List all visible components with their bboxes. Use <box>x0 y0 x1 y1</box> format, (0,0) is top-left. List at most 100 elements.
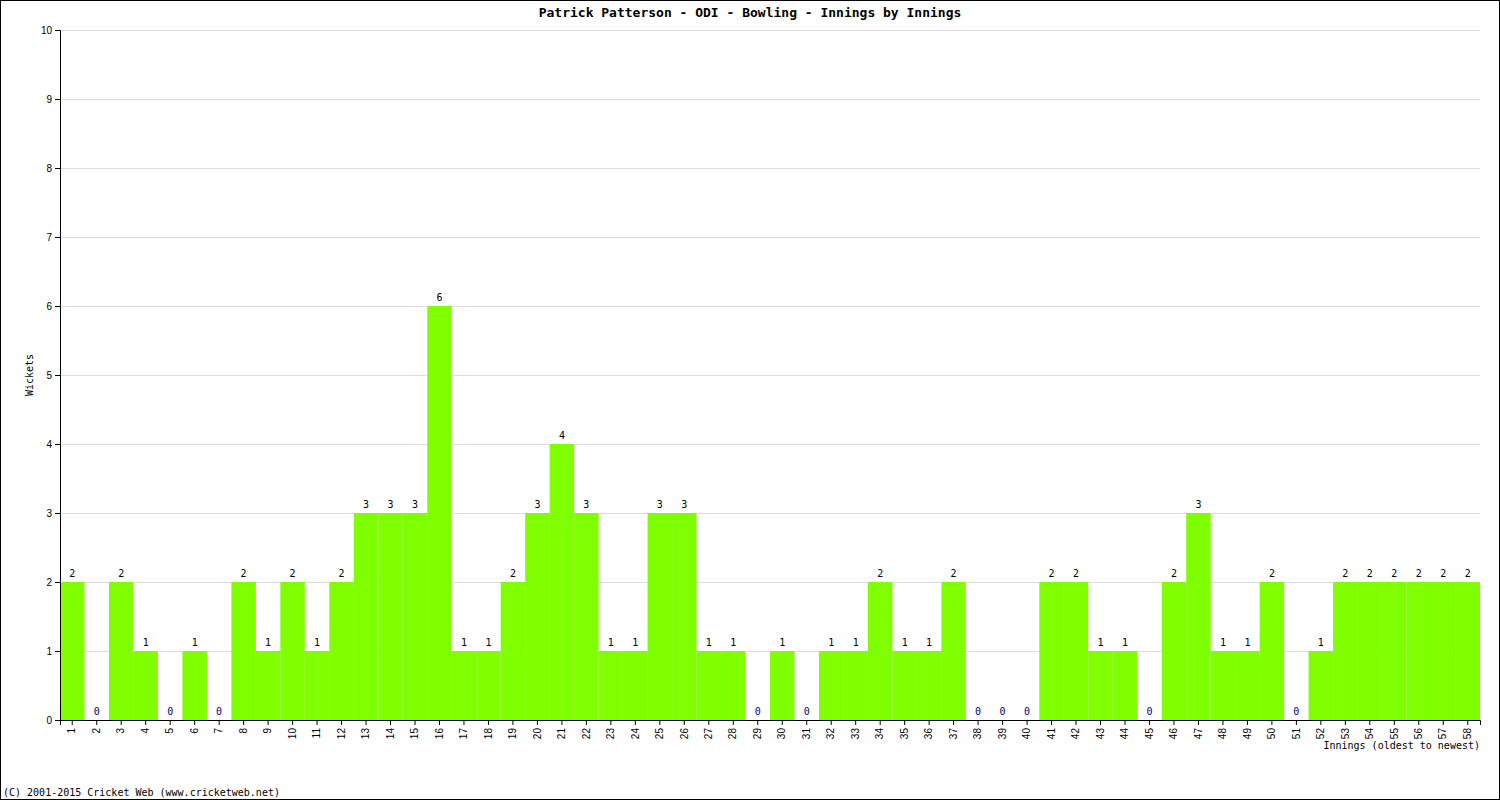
data-label: 2 <box>877 568 883 579</box>
x-tick: 3 <box>115 720 126 734</box>
bar <box>231 582 255 720</box>
x-tick-label: 27 <box>703 728 714 740</box>
bar <box>599 651 623 720</box>
y-tick-label: 4 <box>46 439 52 450</box>
x-tick-mark <box>243 720 244 725</box>
bar <box>109 582 133 720</box>
x-tick: 50 <box>1266 720 1277 739</box>
x-tick: 13 <box>360 720 371 739</box>
x-tick: 51 <box>1291 720 1302 739</box>
bar <box>1137 720 1161 721</box>
x-tick-label: 55 <box>1389 728 1400 740</box>
x-tick-mark <box>659 720 660 725</box>
bar <box>1407 582 1431 720</box>
x-tick-mark <box>268 720 269 725</box>
x-tick-mark <box>1320 720 1321 725</box>
data-label: 6 <box>436 292 442 303</box>
x-tick-mark <box>1051 720 1052 725</box>
x-tick: 7 <box>213 720 224 734</box>
x-tick: 38 <box>972 720 983 739</box>
x-tick: 4 <box>140 720 151 734</box>
data-label: 0 <box>1293 706 1299 717</box>
x-tick: 28 <box>727 720 738 739</box>
x-tick-mark <box>1198 720 1199 725</box>
bar <box>1382 582 1406 720</box>
x-tick-mark <box>1443 720 1444 725</box>
y-tick-mark <box>55 582 60 583</box>
bar <box>256 651 280 720</box>
x-tick-label: 17 <box>458 728 469 740</box>
x-tick-mark <box>96 720 97 725</box>
bar <box>1284 720 1308 721</box>
grid-line <box>60 30 1480 31</box>
x-tick-mark <box>929 720 930 725</box>
x-tick: 17 <box>458 720 469 739</box>
data-label: 2 <box>1171 568 1177 579</box>
x-tick: 35 <box>899 720 910 739</box>
x-tick: 16 <box>434 720 445 739</box>
x-tick-label: 7 <box>213 728 224 734</box>
data-label: 0 <box>755 706 761 717</box>
x-tick-label: 42 <box>1070 728 1081 740</box>
footer: (C) 2001-2015 Cricket Web (www.cricketwe… <box>3 787 280 798</box>
x-tick-label: 54 <box>1364 728 1375 740</box>
x-tick-label: 36 <box>923 728 934 740</box>
x-tick: 46 <box>1168 720 1179 739</box>
x-tick: 31 <box>801 720 812 739</box>
x-tick-label: 48 <box>1217 728 1228 740</box>
x-tick-mark <box>1173 720 1174 725</box>
bar <box>60 582 84 720</box>
x-tick-mark <box>463 720 464 725</box>
data-label: 0 <box>1000 706 1006 717</box>
bar <box>84 720 108 721</box>
data-label: 3 <box>583 499 589 510</box>
x-tick-label: 11 <box>311 728 322 739</box>
x-tick-mark <box>390 720 391 725</box>
x-tick: 37 <box>948 720 959 739</box>
x-tick-mark <box>170 720 171 725</box>
x-tick-mark <box>1149 720 1150 725</box>
grid-line <box>60 375 1480 376</box>
x-tick: 27 <box>703 720 714 739</box>
data-label: 2 <box>1269 568 1275 579</box>
x-tick-label: 51 <box>1291 728 1302 740</box>
y-tick: 1 <box>46 646 60 657</box>
bar <box>476 651 500 720</box>
grid-line <box>60 306 1480 307</box>
x-tick: 26 <box>679 720 690 739</box>
x-tick: 22 <box>581 720 592 739</box>
y-tick: 10 <box>41 25 60 36</box>
bar <box>574 513 598 720</box>
y-tick-mark <box>55 30 60 31</box>
bar <box>1211 651 1235 720</box>
data-label: 2 <box>510 568 516 579</box>
x-tick: 2 <box>91 720 102 734</box>
x-tick: 44 <box>1119 720 1130 739</box>
bar <box>207 720 231 721</box>
x-tick: 19 <box>507 720 518 739</box>
y-tick: 6 <box>46 301 60 312</box>
x-tick-label: 35 <box>899 728 910 740</box>
x-tick-label: 30 <box>776 728 787 740</box>
data-label: 1 <box>902 637 908 648</box>
bar <box>1260 582 1284 720</box>
bar <box>501 582 525 720</box>
data-label: 2 <box>1440 568 1446 579</box>
grid-line <box>60 513 1480 514</box>
x-tick-mark <box>635 720 636 725</box>
y-tick-label: 6 <box>46 301 52 312</box>
x-tick-label: 56 <box>1413 728 1424 740</box>
y-tick-label: 5 <box>46 370 52 381</box>
bar <box>1456 582 1480 720</box>
data-label: 1 <box>143 637 149 648</box>
data-label: 1 <box>853 637 859 648</box>
bar <box>770 651 794 720</box>
data-label: 3 <box>1195 499 1201 510</box>
bar <box>819 651 843 720</box>
data-label: 0 <box>804 706 810 717</box>
x-tick-mark <box>512 720 513 725</box>
data-label: 1 <box>1220 637 1226 648</box>
x-tick-label: 19 <box>507 728 518 740</box>
bar <box>1333 582 1357 720</box>
grid-line <box>60 168 1480 169</box>
